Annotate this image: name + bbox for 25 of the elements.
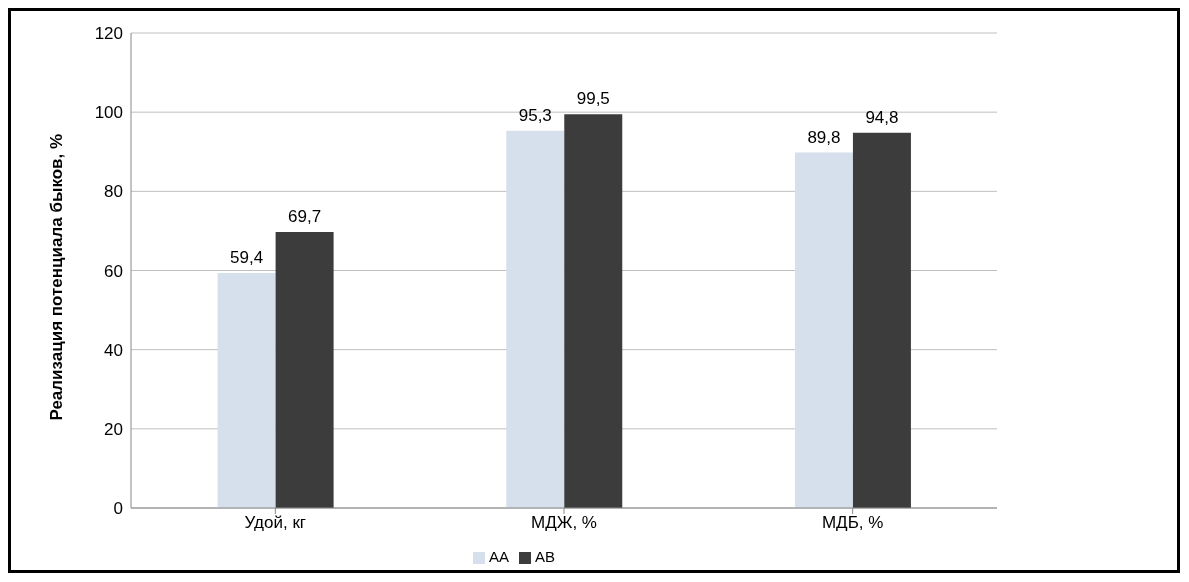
bar xyxy=(852,132,911,508)
y-axis-title: Реализация потенциала быков, % xyxy=(47,133,67,421)
legend-label: АВ xyxy=(535,548,556,565)
data-label: 99,5 xyxy=(576,89,610,109)
bar xyxy=(794,152,853,508)
legend-label: АА xyxy=(488,548,509,565)
data-label: 95,3 xyxy=(518,105,552,125)
x-tick-label: МДЖ, % xyxy=(531,513,597,533)
bar xyxy=(275,232,334,508)
bar xyxy=(506,130,565,508)
x-tick-label: Удой, кг xyxy=(244,513,307,533)
data-label: 94,8 xyxy=(865,107,899,127)
bar xyxy=(217,272,276,508)
data-label: 69,7 xyxy=(288,207,322,227)
x-tick-label: МДБ, % xyxy=(821,513,884,533)
data-label: 89,8 xyxy=(807,127,841,147)
y-tick-label: 60 xyxy=(104,261,123,281)
y-tick-label: 40 xyxy=(104,340,123,360)
y-tick-label: 80 xyxy=(104,182,123,202)
y-tick-label: 120 xyxy=(94,24,123,44)
data-label: 59,4 xyxy=(230,247,264,267)
y-tick-label: 100 xyxy=(94,103,123,123)
y-tick-label: 0 xyxy=(113,499,123,519)
y-tick-label: 20 xyxy=(104,419,123,439)
bar xyxy=(564,114,623,508)
